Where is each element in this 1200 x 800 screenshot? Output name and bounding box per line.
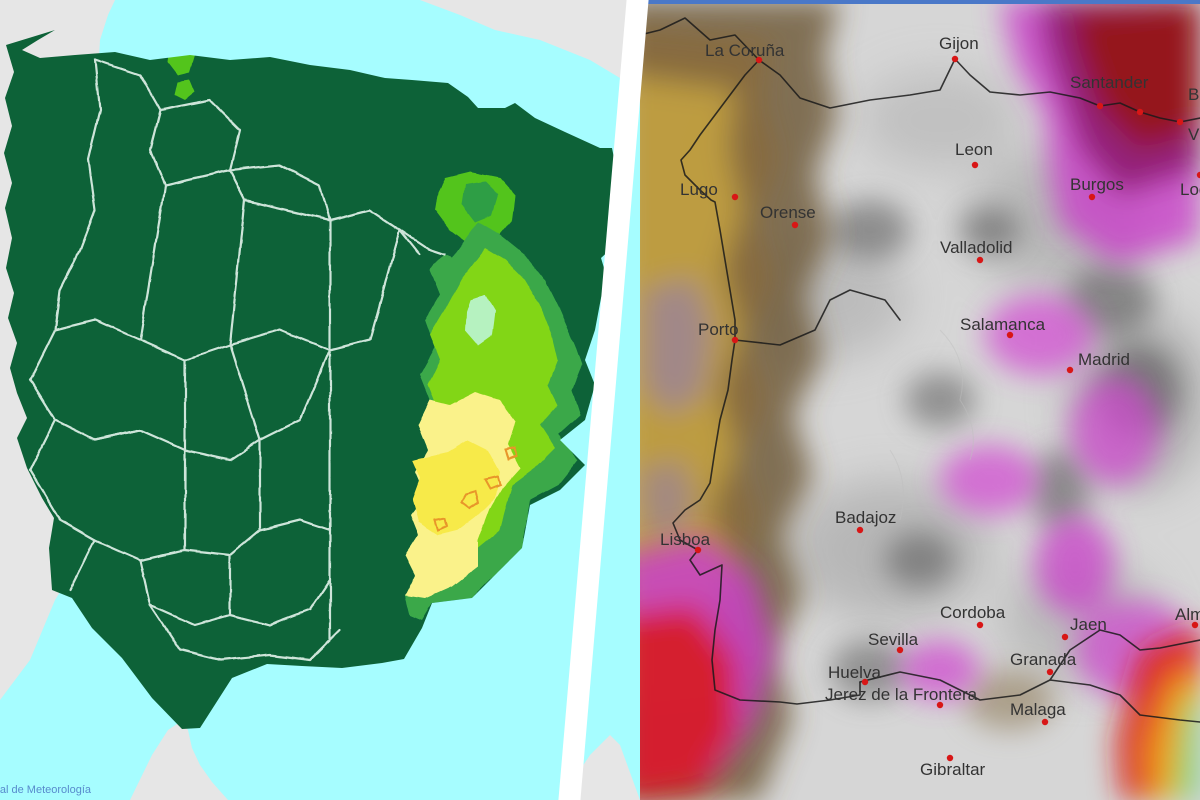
svg-text:Cordoba: Cordoba: [940, 603, 1006, 622]
svg-text:Santander: Santander: [1070, 73, 1149, 92]
svg-text:Burgos: Burgos: [1070, 175, 1124, 194]
svg-text:Alm: Alm: [1175, 605, 1200, 624]
svg-text:Jerez de la Frontera: Jerez de la Frontera: [825, 685, 978, 704]
svg-text:Agencia Estatal de Meteorologí: Agencia Estatal de Meteorología: [0, 784, 92, 796]
svg-text:Lugo: Lugo: [680, 180, 718, 199]
svg-text:Vitoria: Vitoria: [1188, 125, 1200, 144]
svg-text:Orense: Orense: [760, 203, 816, 222]
svg-text:Lisboa: Lisboa: [660, 530, 711, 549]
svg-text:Jaen: Jaen: [1070, 615, 1107, 634]
svg-text:Badajoz: Badajoz: [835, 508, 896, 527]
svg-text:Bilbao: Bilbao: [1188, 85, 1200, 104]
svg-text:Leon: Leon: [955, 140, 993, 159]
svg-text:Salamanca: Salamanca: [960, 315, 1046, 334]
svg-text:Gibraltar: Gibraltar: [920, 760, 986, 779]
svg-text:Malaga: Malaga: [1010, 700, 1066, 719]
svg-text:Madrid: Madrid: [1078, 350, 1130, 369]
svg-text:Gijon: Gijon: [939, 34, 979, 53]
svg-text:Granada: Granada: [1010, 650, 1077, 669]
svg-text:Valladolid: Valladolid: [940, 238, 1012, 257]
svg-text:La Coruña: La Coruña: [705, 41, 785, 60]
svg-text:Porto: Porto: [698, 320, 739, 339]
svg-text:Logroño: Logroño: [1180, 180, 1200, 199]
svg-text:Huelva: Huelva: [828, 663, 881, 682]
svg-text:Sevilla: Sevilla: [868, 630, 919, 649]
